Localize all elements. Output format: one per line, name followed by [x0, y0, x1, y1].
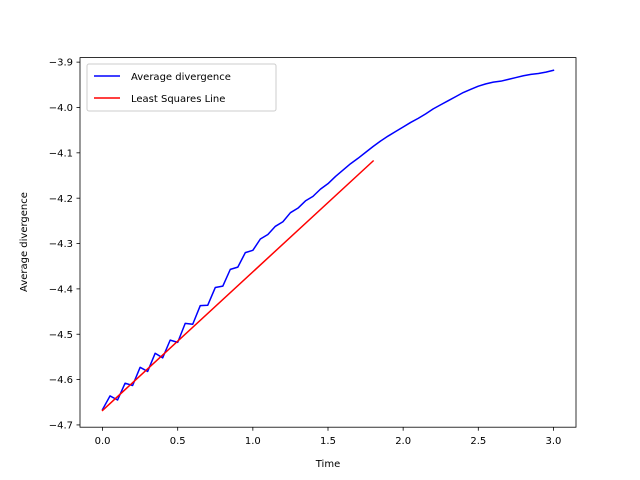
- x-tick-label: 3.0: [546, 436, 562, 447]
- series-line-least-squares-line: [101, 159, 375, 412]
- plot-area: [101, 69, 555, 412]
- y-tick-label: −4.7: [49, 421, 73, 432]
- y-tick-label: −4.1: [49, 148, 73, 159]
- x-tick-label: 0.0: [95, 436, 111, 447]
- y-tick-label: −4.6: [49, 375, 73, 386]
- x-tick-label: 1.5: [320, 436, 336, 447]
- x-tick-label: 1.0: [245, 436, 261, 447]
- y-tick-label: −3.9: [49, 58, 73, 69]
- legend-label-least-squares-line: Least Squares Line: [131, 94, 225, 105]
- y-axis-ticks: −4.7 −4.6 −4.5 −4.4 −4.3 −4.2 −4.1 −4.0 −3.9: [49, 58, 80, 432]
- legend-label-average-divergence: Average divergence: [131, 72, 231, 83]
- x-axis-ticks: 0.0 0.5 1.0 1.5 2.0 2.5 3.0: [95, 427, 562, 447]
- legend: Average divergence Least Squares Line: [86, 63, 277, 112]
- x-tick-label: 2.5: [470, 436, 486, 447]
- axes-frame: [79, 57, 577, 428]
- y-axis-title: Average divergence: [19, 192, 30, 292]
- legend-box: [86, 63, 277, 112]
- x-axis-title: Time: [315, 459, 340, 470]
- y-tick-label: −4.5: [49, 330, 73, 341]
- series-line-average-divergence: [101, 69, 555, 411]
- x-tick-label: 0.5: [170, 436, 186, 447]
- x-tick-label: 2.0: [395, 436, 411, 447]
- y-tick-label: −4.4: [49, 284, 73, 295]
- y-tick-label: −4.0: [49, 103, 73, 114]
- y-tick-label: −4.2: [49, 194, 73, 205]
- y-tick-label: −4.3: [49, 239, 73, 250]
